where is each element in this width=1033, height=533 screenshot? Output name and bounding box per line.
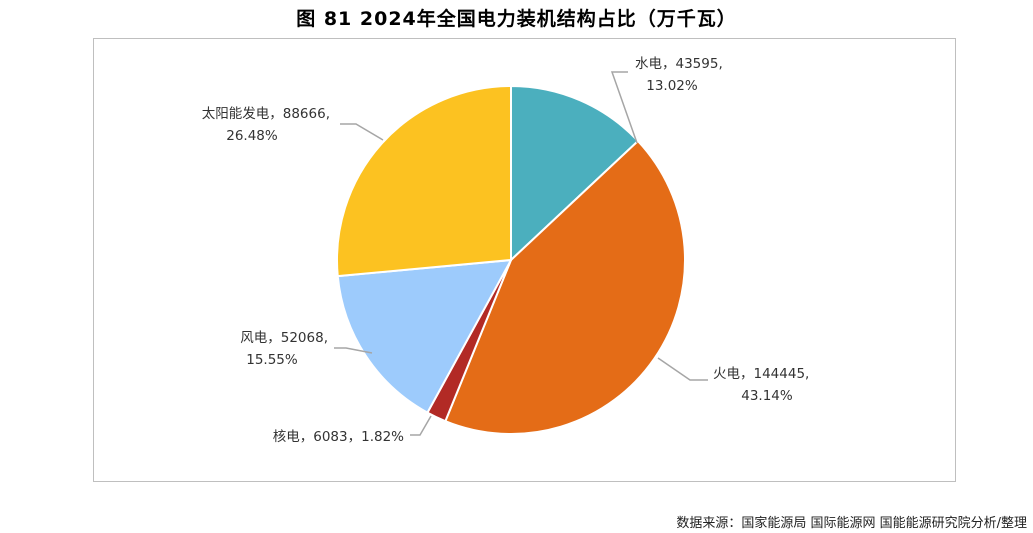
data-label-4: 26.48%: [226, 128, 278, 144]
data-label-1: 43.14%: [741, 388, 793, 404]
leader-line-3: [334, 347, 373, 354]
data-label-0: 13.02%: [646, 78, 698, 94]
leader-line-2: [410, 415, 432, 436]
leader-line-4: [340, 123, 384, 141]
leader-line-0: [610, 71, 638, 144]
data-label-3: 15.55%: [246, 352, 298, 368]
data-label-4: 太阳能发电，88666,: [202, 106, 330, 122]
data-label-1: 火电，144445,: [713, 366, 809, 382]
pie-slice-0: [510, 84, 640, 263]
pie-slice-1: [444, 139, 686, 435]
leader-line-1: [657, 357, 708, 381]
pie-slice-4: [336, 84, 512, 278]
data-label-2: 核电，6083，1.82%: [273, 429, 404, 445]
data-label-3: 风电，52068,: [240, 330, 328, 346]
data-label-0: 水电，43595,: [635, 56, 723, 72]
chart-title: 图 81 2024年全国电力装机结构占比（万千瓦）: [296, 8, 737, 30]
pie-slice-3: [336, 258, 513, 414]
chart-frame: [93, 38, 956, 482]
source-note: 数据来源：国家能源局 国际能源网 国能能源研究院分析/整理: [676, 516, 1027, 531]
